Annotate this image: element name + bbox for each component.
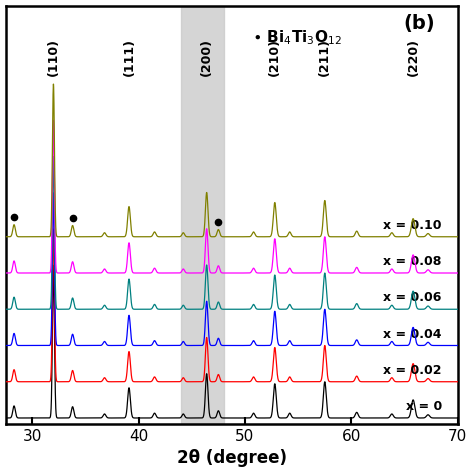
- X-axis label: 2θ (degree): 2θ (degree): [177, 449, 287, 467]
- Text: x = 0.02: x = 0.02: [383, 364, 442, 377]
- Bar: [181, 6, 224, 424]
- Text: (220): (220): [407, 38, 420, 76]
- Text: (110): (110): [47, 38, 60, 76]
- Text: x = 0: x = 0: [406, 400, 442, 413]
- Text: (211): (211): [318, 38, 331, 76]
- Text: x = 0.06: x = 0.06: [384, 291, 442, 305]
- Text: x = 0.08: x = 0.08: [384, 255, 442, 268]
- Text: x = 0.10: x = 0.10: [383, 219, 442, 232]
- Text: (210): (210): [268, 38, 281, 76]
- Text: (b): (b): [403, 14, 435, 33]
- Text: x = 0.04: x = 0.04: [383, 328, 442, 341]
- Text: (111): (111): [123, 38, 135, 76]
- Text: (200): (200): [200, 38, 213, 76]
- Text: $\bullet$ Bi$_4$Ti$_3$O$_{12}$: $\bullet$ Bi$_4$Ti$_3$O$_{12}$: [252, 28, 342, 47]
